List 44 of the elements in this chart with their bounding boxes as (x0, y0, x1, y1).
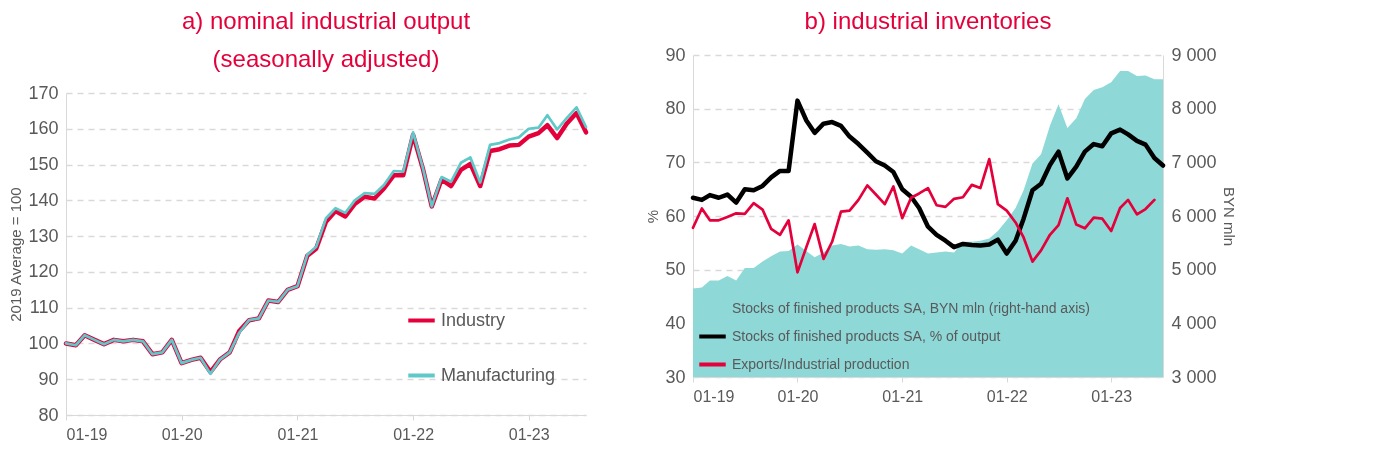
x-tick-label: 01-22 (393, 425, 435, 443)
y-tick-label: 160 (28, 118, 59, 139)
x-tick-label: 01-21 (882, 387, 924, 405)
y-tick-label: 150 (28, 154, 59, 175)
y-axis-title: % (644, 209, 662, 224)
y-tick-label: 30 (665, 366, 686, 387)
series-label: Stocks of finished products SA, BYN mln (right-hand axis) (732, 299, 1090, 316)
y2-tick-label: 6 000 (1171, 205, 1217, 226)
x-tick-label: 01-19 (66, 425, 108, 443)
y2-tick-label: 7 000 (1171, 151, 1217, 172)
y-tick-label: 110 (29, 297, 59, 318)
y2-tick-label: 5 000 (1171, 259, 1217, 280)
legend-label: Manufacturing (441, 364, 556, 385)
legend-label: Exports/Industrial production (732, 355, 910, 372)
legend-label: Stocks of finished products SA, % of output (732, 327, 1001, 344)
y-tick-label: 70 (665, 151, 686, 172)
y-tick-label: 100 (28, 332, 59, 353)
y2-tick-label: 4 000 (1171, 312, 1217, 333)
y-tick-label: 120 (28, 261, 59, 282)
y-tick-label: 80 (38, 404, 59, 425)
chart-title: b) industrial inventories (804, 7, 1052, 34)
legend-label: Industry (441, 309, 506, 330)
x-tick-label: 01-23 (1091, 387, 1133, 405)
x-tick-label: 01-19 (693, 387, 735, 405)
y2-tick-label: 3 000 (1171, 366, 1217, 387)
y-tick-label: 90 (665, 44, 686, 65)
y-tick-label: 90 (38, 368, 59, 389)
y2-axis-title: BYN mln (1220, 186, 1238, 247)
y-axis-title: 2019 Average = 100 (7, 187, 25, 322)
y-tick-label: 50 (665, 259, 686, 280)
y-tick-label: 80 (665, 98, 686, 119)
y-tick-label: 60 (665, 205, 686, 226)
x-tick-label: 01-20 (161, 425, 203, 443)
x-tick-label: 01-21 (277, 425, 319, 443)
y-tick-label: 130 (28, 225, 59, 246)
y2-tick-label: 8 000 (1171, 98, 1217, 119)
y-tick-label: 40 (665, 312, 686, 333)
y2-tick-label: 9 000 (1171, 44, 1217, 65)
x-tick-label: 01-23 (508, 425, 550, 443)
x-tick-label: 01-22 (986, 387, 1028, 405)
y-tick-label: 140 (28, 189, 59, 210)
y-tick-label: 170 (28, 82, 59, 103)
chart-title: a) nominal industrial output (seasonally adjusted) (181, 7, 471, 72)
x-tick-label: 01-20 (777, 387, 819, 405)
